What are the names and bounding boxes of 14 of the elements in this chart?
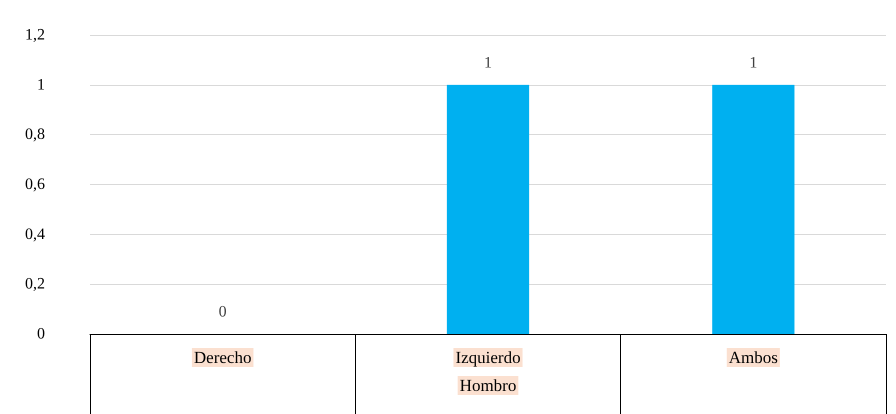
x-tick-label: Izquierdo (455, 348, 521, 367)
y-tick-label: 0,4 (25, 226, 45, 243)
data-label: 1 (749, 54, 758, 72)
y-tick-label: 1,2 (25, 26, 45, 44)
x-tick-label: Derecho (194, 348, 252, 367)
y-tick-label: 1 (37, 76, 45, 94)
data-label: 1 (484, 54, 492, 72)
y-tick-label: 0 (37, 326, 45, 342)
x-axis-title: Hombro (460, 376, 516, 395)
y-tick-label: 0,6 (25, 176, 45, 193)
y-tick-label: 0,8 (25, 126, 45, 144)
x-tick-label: Ambos (728, 348, 778, 367)
data-label: 0 (218, 304, 227, 320)
y-tick-label: 0,2 (25, 276, 45, 293)
